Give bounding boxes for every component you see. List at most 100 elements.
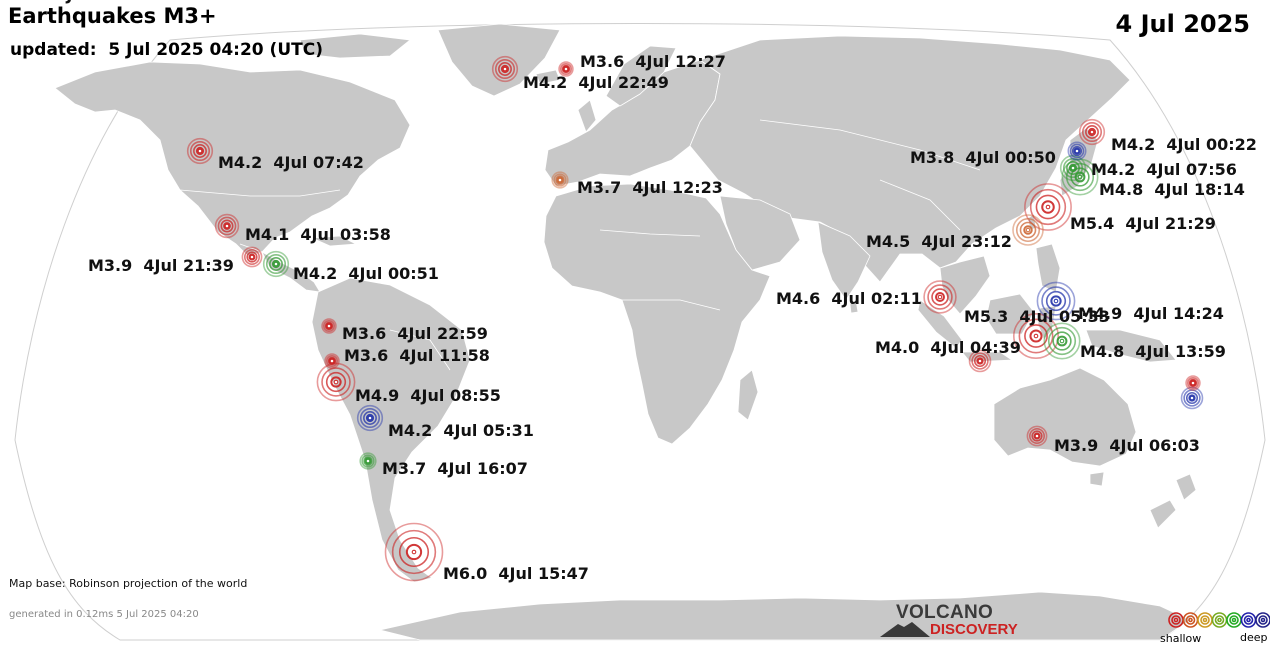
land-asia [689, 35, 1131, 283]
quake-marker[interactable] [558, 61, 574, 77]
quake-label: M3.6 4Jul 22:59 [342, 324, 488, 343]
quake-marker[interactable] [1024, 183, 1072, 231]
quake-marker[interactable] [321, 318, 337, 334]
land-iceland [535, 69, 561, 85]
land-india [817, 221, 871, 301]
land-cuba [311, 235, 357, 247]
legend-deep-label: deep [1240, 631, 1268, 644]
quake-marker[interactable] [1012, 312, 1059, 359]
quake-marker[interactable] [324, 353, 340, 369]
legend-depth-ring [1260, 617, 1266, 623]
quake-marker[interactable] [1043, 322, 1081, 360]
legend-depth-ring [1171, 615, 1181, 625]
legend-depth-ring [1231, 617, 1237, 623]
land-tasmania [1089, 471, 1105, 487]
land-sumatra [917, 299, 963, 349]
quake-label: M3.9 4Jul 21:39 [88, 256, 234, 275]
quake-marker[interactable] [1067, 141, 1087, 161]
land-new-guinea [1085, 329, 1177, 363]
quake-marker[interactable] [491, 55, 519, 83]
quake-marker[interactable] [968, 349, 992, 373]
logo-line-volcano: VOLCANO [896, 602, 994, 623]
land-antarctica [379, 591, 1191, 641]
volcano-logo-icon [880, 622, 930, 637]
land-south-america [311, 277, 471, 583]
legend-depth-ring [1258, 615, 1268, 625]
quake-label: M4.2 4Jul 05:31 [388, 421, 534, 440]
land-sri-lanka [849, 299, 859, 314]
quake-label: M4.2 4Jul 22:49 [523, 73, 669, 92]
quake-label: M4.9 4Jul 08:55 [355, 386, 501, 405]
quake-marker[interactable] [1012, 214, 1044, 246]
quake-label: M4.0 4Jul 04:39 [875, 338, 1021, 357]
earthquake-markers: M3.6 4Jul 12:27 M4.2 4Jul 22:49 M4.2 4Jul … [0, 0, 1257, 583]
logo-line-discovery: DISCOVERY [930, 621, 1018, 638]
landmasses [54, 23, 1197, 641]
legend-depth-ring [1200, 615, 1210, 625]
land-arabia [719, 195, 801, 271]
land-scandinavia [605, 45, 677, 107]
quake-marker[interactable] [214, 213, 240, 239]
map-date: 4 Jul 2025 [1115, 10, 1250, 38]
land-north-america [54, 61, 411, 257]
country-borders [179, 119, 981, 371]
land-arctic-islands [299, 33, 411, 59]
quake-marker[interactable] [1185, 375, 1201, 391]
quake-marker[interactable] [359, 452, 377, 470]
legend-depth-ring [1246, 617, 1251, 623]
quake-label: M4.2 4Jul 07:56 [1091, 160, 1237, 179]
quake-label: M4.8 4Jul 13:59 [1080, 342, 1226, 361]
quake-label: M4.2 4Jul 07:42 [218, 153, 364, 172]
quake-marker[interactable] [241, 246, 263, 268]
land-greenland [437, 23, 561, 97]
quake-label: M4.8 4Jul 18:14 [1099, 180, 1245, 199]
quake-label: M3.7 4Jul 16:07 [382, 459, 528, 478]
land-australia [993, 367, 1137, 467]
legend-depth-ring [1185, 615, 1196, 625]
quake-marker[interactable] [1078, 118, 1106, 146]
legend-depth-ring [1202, 617, 1208, 623]
quake-label: M3.6 4Jul 12:27 [580, 52, 726, 71]
quake-label: M6.0 4Jul 15:47 [443, 564, 589, 583]
map-base-note: Map base: Robinson projection of the wor… [9, 577, 248, 590]
quake-label: M3.8 4Jul 00:50 [910, 148, 1056, 167]
land-madagascar [737, 369, 759, 421]
quake-marker[interactable] [384, 522, 444, 582]
legend-depth-ring [1217, 617, 1222, 623]
quake-marker[interactable] [186, 137, 214, 165]
map-title: Earthquakes M3+ [8, 4, 217, 28]
land-africa [543, 183, 771, 445]
legend-depth-ring [1214, 615, 1225, 625]
quake-marker[interactable] [923, 280, 957, 314]
quake-label: M3.9 4Jul 06:03 [1054, 436, 1200, 455]
updated-timestamp: updated: 5 Jul 2025 04:20 (UTC) [10, 40, 323, 60]
legend-shallow-label: shallow [1160, 632, 1202, 645]
legend-depth-ring [1229, 615, 1239, 625]
quake-label: M4.5 4Jul 23:12 [866, 232, 1012, 251]
depth-legend-circles [1168, 612, 1271, 628]
generated-note: generated in 0.12ms 5 Jul 2025 04:20 [9, 609, 199, 620]
quake-label: M4.9 4Jul 14:24 [1078, 304, 1224, 323]
quake-label: M4.2 4Jul 00:51 [293, 264, 439, 283]
land-uk [577, 99, 597, 133]
legend-depth-ring [1173, 617, 1179, 623]
quake-label: M3.6 4Jul 11:58 [344, 346, 490, 365]
depth-legend: shallow deep [1160, 608, 1271, 648]
quake-label: M3.6 4Jul 09:45 [0, 0, 146, 4]
quake-marker[interactable] [551, 171, 569, 189]
quake-marker[interactable] [356, 404, 384, 432]
quake-marker[interactable] [1180, 386, 1204, 410]
quake-label: M3.7 4Jul 12:23 [577, 178, 723, 197]
quake-label: M4.2 4Jul 00:22 [1111, 135, 1257, 154]
land-borneo [985, 293, 1035, 335]
quake-marker[interactable] [1026, 425, 1048, 447]
quake-marker[interactable] [262, 250, 290, 278]
quake-label: M4.6 4Jul 02:11 [776, 289, 922, 308]
volcanodiscovery-logo[interactable]: VOLCANO DISCOVERY [880, 602, 1040, 642]
land-new-zealand-south [1149, 499, 1177, 529]
quake-marker[interactable] [1036, 281, 1076, 321]
quake-label: M5.3 4Jul 05:33 [964, 307, 1110, 326]
quake-label: M5.4 4Jul 21:29 [1070, 214, 1216, 233]
